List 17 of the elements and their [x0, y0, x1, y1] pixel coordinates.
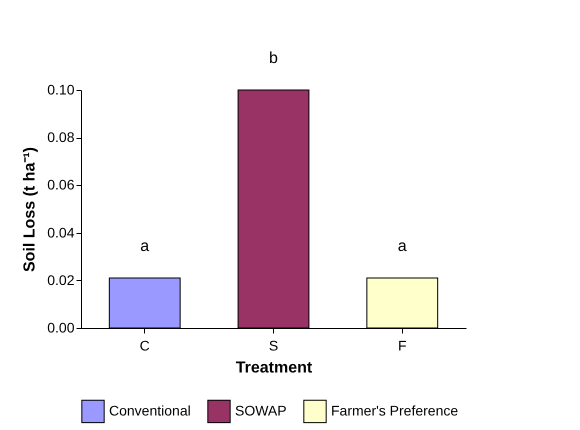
- y-tick-label: 0.08: [47, 129, 75, 146]
- y-tick-label: 0.06: [47, 176, 75, 193]
- y-axis-title: Soil Loss (t ha⁻¹): [21, 147, 38, 272]
- y-tick-label: 0.10: [47, 82, 75, 98]
- annotation: a: [398, 238, 407, 256]
- x-axis-title: Treatment: [236, 360, 313, 376]
- annotation: b: [269, 50, 278, 67]
- x-tick-label: S: [268, 338, 278, 354]
- y-tick-label: 0.04: [47, 224, 75, 240]
- y-tick-label: 0.02: [47, 272, 75, 288]
- legend-label: SOWAP: [235, 402, 287, 418]
- annotation: a: [140, 238, 150, 256]
- x-tick-label: F: [398, 338, 407, 354]
- x-tick-label: C: [140, 338, 150, 354]
- y-tick-label: 0.00: [47, 320, 75, 336]
- legend-label: Farmer's Preference: [331, 402, 458, 418]
- legend-label: Conventional: [109, 402, 191, 418]
